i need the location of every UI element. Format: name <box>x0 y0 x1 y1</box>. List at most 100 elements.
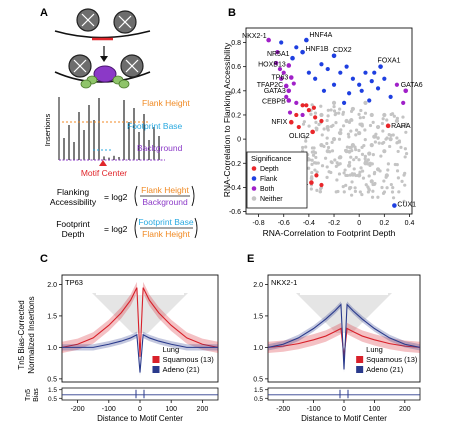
x-tick-label: -200 <box>276 406 290 413</box>
legend-title: Significance <box>251 154 291 163</box>
scatter-point-depth <box>306 108 311 113</box>
panel-c-letter: C <box>40 253 48 265</box>
scatter-point-neither <box>363 100 368 105</box>
scatter-point-labeled <box>286 98 292 103</box>
scatter-point-neither <box>367 174 371 178</box>
bias-tick-label: 0.5 <box>48 396 57 403</box>
scatter-point-neither <box>326 108 330 112</box>
plot-frame <box>267 274 421 383</box>
scatter-point-neither <box>310 150 314 154</box>
point-label: CUX1 <box>397 202 416 209</box>
series-line <box>62 333 218 373</box>
legend-items: Depth Flank Both Neither <box>251 166 283 203</box>
scatter-point-neither <box>322 127 326 131</box>
arrow-head-icon <box>100 56 108 62</box>
scatter-point-neither <box>379 154 383 158</box>
scatter-point-neither <box>363 161 368 166</box>
scatter-point-neither <box>350 172 354 176</box>
scatter-point-labeled <box>304 37 309 43</box>
scatter-point-depth <box>313 115 318 120</box>
scatter-point-flank <box>388 94 393 99</box>
scatter-point-neither <box>309 187 313 191</box>
y-tick-label: 2.0 <box>253 282 263 289</box>
scatter-point-flank <box>321 88 327 93</box>
scatter-point-neither <box>342 171 346 175</box>
legend-label: Both <box>260 186 275 193</box>
scatter-point-labeled <box>403 88 409 94</box>
scatter-point-neither <box>353 186 357 190</box>
legend-label: Adeno (21) <box>366 365 404 374</box>
scatter-point-neither <box>336 189 340 194</box>
scatter-point-neither <box>371 153 375 157</box>
scatter-point-depth <box>304 103 309 108</box>
scatter-point-neither <box>325 124 330 130</box>
bracket-right <box>194 217 198 239</box>
scatter-point-neither <box>337 172 342 176</box>
scatter-point-neither <box>385 186 389 190</box>
scatter-point-neither <box>333 158 337 162</box>
scatter-point-neither <box>313 168 317 172</box>
scatter-point-neither <box>397 190 401 194</box>
legend-marker <box>251 176 257 181</box>
scatter-point-neither <box>327 170 331 174</box>
scatter-point-flank <box>363 70 368 75</box>
scatter-point-neither <box>382 112 387 118</box>
scatter-point-neither <box>389 112 393 117</box>
scatter-point-neither <box>376 136 380 140</box>
scatter-point-neither <box>326 128 330 132</box>
point-label: GATA3 <box>264 88 286 95</box>
dna-strand-top <box>54 30 151 39</box>
bracket-left <box>134 185 138 207</box>
legend-label: Squamous (13) <box>366 355 418 364</box>
scatter-point-neither <box>361 115 366 120</box>
c-y-label-2: Normalized Insertions <box>27 296 36 373</box>
scatter-frame <box>245 27 413 215</box>
legend-marker <box>251 186 257 191</box>
scatter-point-neither <box>309 112 313 116</box>
scatter-point-depth <box>300 103 305 108</box>
y-tick-label: -0.6 <box>229 209 241 216</box>
scatter-point-labeled <box>378 64 383 69</box>
scatter-point-neither <box>402 173 406 177</box>
scatter-point-neither <box>350 118 354 122</box>
scatter-point-neither <box>362 143 366 148</box>
scatter-point-neither <box>314 120 318 125</box>
point-label: HNF1B <box>306 46 329 53</box>
footprint-label-1: Footprint <box>56 219 90 229</box>
scatter-point-flank <box>375 86 381 91</box>
scatter-point-neither <box>319 112 324 118</box>
scatter-point-neither <box>399 145 403 149</box>
scatter-point-neither <box>349 129 353 133</box>
scatter-point-both <box>281 70 286 75</box>
scatter-point-neither <box>381 117 385 121</box>
scatter-point-neither <box>360 152 365 156</box>
scatter-point-neither <box>354 155 358 160</box>
scatter-point-neither <box>363 111 368 115</box>
bias-frame <box>267 387 421 401</box>
scatter-point-neither <box>343 168 347 172</box>
scatter-point-neither <box>403 155 407 159</box>
scatter-axes: -0.8 -0.6 -0.4 -0.2 0 0.2 0.4 -0.6 -0.4 -0.2 0 0.2 0… <box>229 40 415 227</box>
c-bias-label-2: Bias <box>33 388 40 402</box>
scatter-point-neither <box>403 183 407 187</box>
scatter-point-neither <box>341 185 345 189</box>
bracket-left <box>134 217 138 239</box>
x-tick-label: 200 <box>399 406 411 413</box>
point-label: FOXA1 <box>378 58 401 65</box>
scatter-point-flank <box>319 62 324 67</box>
y-tick-label: 0.8 <box>231 40 241 47</box>
y-tick-label: 0.5 <box>253 376 263 383</box>
scatter-point-neither <box>380 141 385 145</box>
scatter-point-neither <box>350 180 354 184</box>
scatter-point-neither <box>319 104 323 108</box>
tn5-enzyme-icon <box>80 75 98 89</box>
c-y-label-1: Tn5 Bias-Corrected <box>17 300 26 369</box>
panel-a-letter: A <box>40 7 48 19</box>
point-label: TP63 <box>272 75 289 82</box>
scatter-point-neither <box>357 130 362 136</box>
scatter-point-labeled <box>288 75 294 80</box>
scatter-point-neither <box>394 118 400 124</box>
scatter-point-neither <box>384 173 389 178</box>
scatter-point-neither <box>350 106 355 112</box>
